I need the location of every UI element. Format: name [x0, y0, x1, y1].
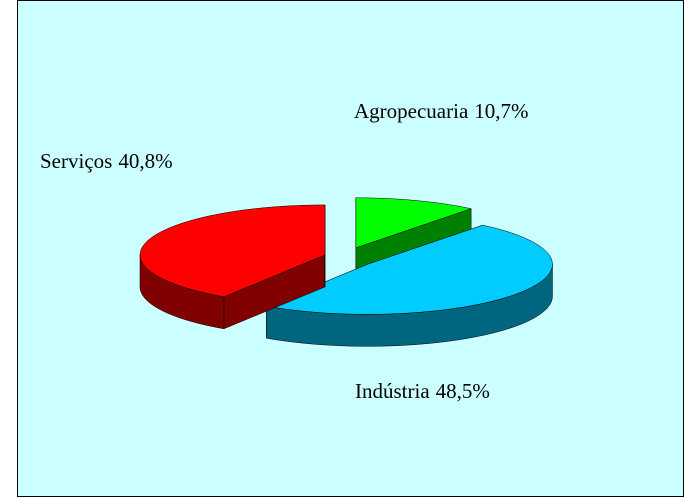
value-label: 40,8% [118, 149, 172, 173]
slice-label: Agropecuaria 10,7% [354, 99, 529, 123]
slice-label: Indústria 48,5% [355, 379, 490, 403]
slice-top [355, 197, 473, 249]
category-label: Serviços [40, 149, 112, 173]
pie-slice [139, 204, 326, 330]
category-label: Agropecuaria [354, 99, 469, 123]
value-label: 10,7% [474, 99, 528, 123]
slice-top [139, 204, 326, 298]
value-label: 48,5% [436, 379, 490, 403]
slice-label: Serviços 40,8% [40, 149, 173, 173]
pie-slice [265, 224, 553, 347]
category-label: Indústria [355, 379, 430, 403]
slice-top [265, 224, 553, 315]
chart-area [17, 0, 684, 497]
